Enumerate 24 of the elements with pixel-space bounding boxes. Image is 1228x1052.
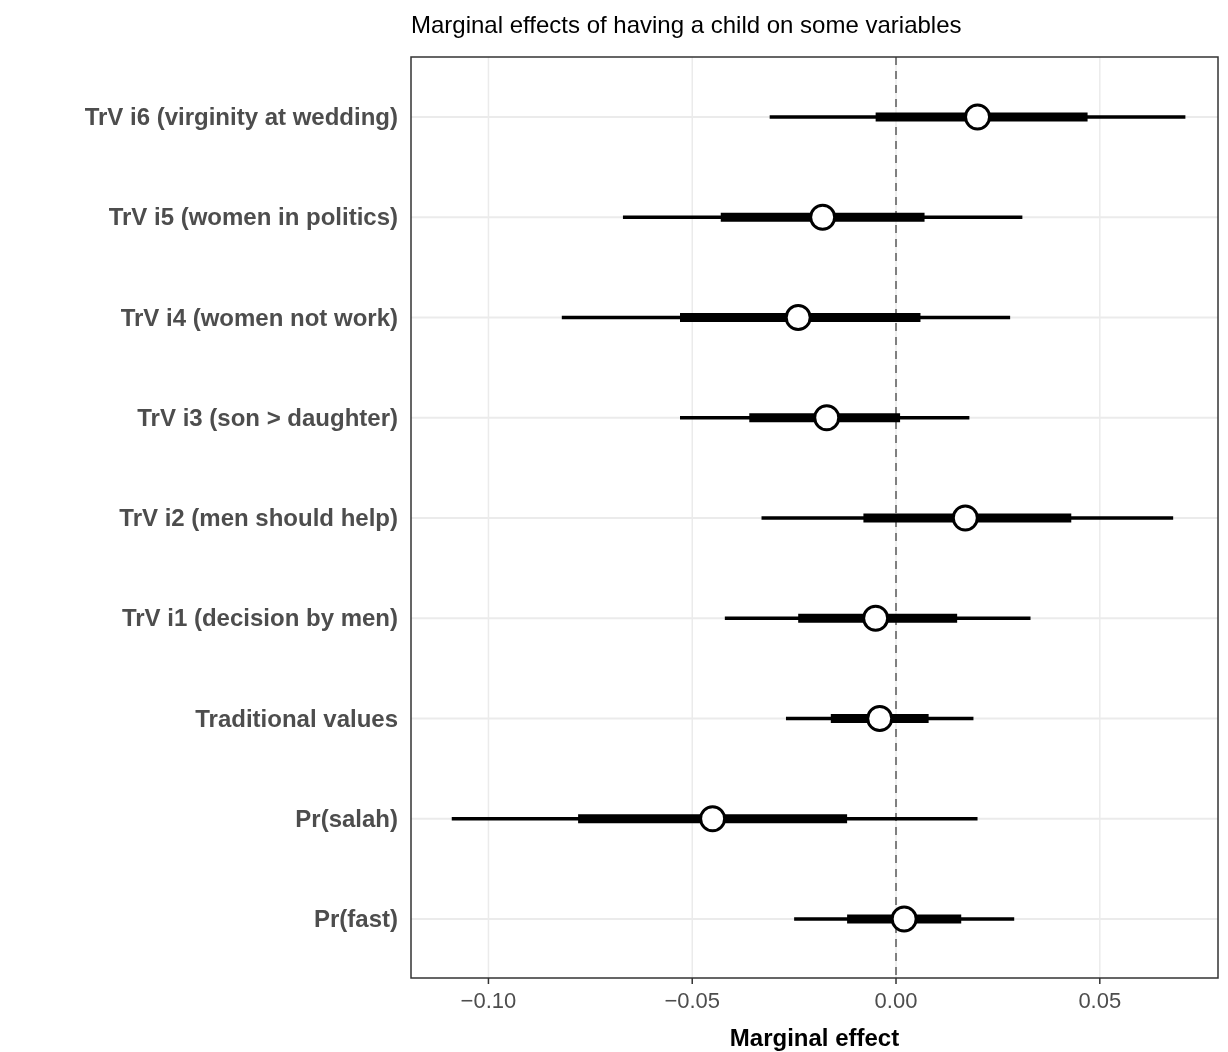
point: [784, 304, 812, 331]
point: [890, 905, 918, 933]
y-tick-label: TrV i2 (men should help): [119, 504, 398, 531]
point: [862, 604, 890, 632]
x-tick-label: −0.10: [460, 988, 517, 1013]
chart-title: Marginal effects of having a child on some variables: [411, 11, 962, 38]
x-tick-label: 0.00: [874, 988, 918, 1013]
y-tick-label: TrV i4 (women not work): [120, 303, 398, 331]
point: [699, 805, 727, 833]
y-tick-label: Pr(fast): [313, 905, 398, 932]
y-tick-label: Pr(salah): [295, 804, 398, 832]
x-axis-title: Marginal effect: [729, 1024, 900, 1051]
y-tick-label: TrV i6 (virginity at wedding): [84, 103, 398, 130]
y-tick-label: Traditional values: [195, 704, 398, 732]
point: [951, 504, 979, 532]
y-tick-label: TrV i3 (son > daughter): [137, 403, 398, 431]
point: [964, 103, 992, 131]
y-tick-label: TrV i1 (decision by men): [121, 604, 398, 632]
x-tick-label: 0.05: [1078, 988, 1122, 1013]
y-tick-label: TrV i5 (women in politics): [108, 203, 398, 231]
x-tick-label: −0.05: [664, 988, 721, 1013]
point: [809, 203, 837, 231]
point: [813, 404, 841, 432]
point: [866, 705, 894, 732]
